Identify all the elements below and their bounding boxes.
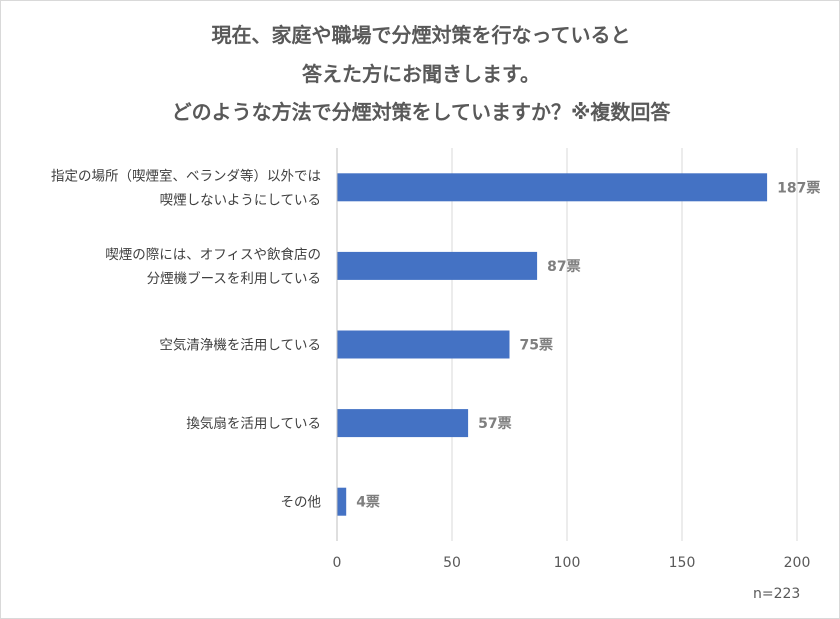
sample-size-note: n=223: [753, 586, 801, 602]
data-label: 4票: [356, 495, 380, 511]
category-label: 換気扇を活用している: [186, 416, 321, 432]
x-tick-label: 200: [784, 555, 811, 571]
bar: [337, 487, 347, 516]
x-tick-label: 150: [669, 555, 696, 571]
bar: [337, 330, 510, 359]
category-label: 指定の場所（喫煙室、ベランダ等）以外では: [51, 167, 321, 184]
bar: [337, 251, 538, 280]
x-tick-label: 100: [554, 555, 581, 571]
category-label: 喫煙しないようにしている: [160, 192, 321, 208]
x-tick-label: 0: [333, 555, 342, 571]
bar: [337, 409, 469, 438]
category-label: 空気清浄機を活用している: [159, 338, 321, 354]
chart-title-line-2: 答えた方にお聞きします。: [302, 62, 540, 86]
data-label: 75票: [520, 338, 553, 354]
bar: [337, 173, 768, 202]
category-label: 分煙機ブースを利用している: [147, 270, 321, 287]
x-tick-label: 50: [443, 555, 461, 571]
chart-title-line-3: どのような方法で分煙対策をしていますか？※複数回答: [171, 100, 671, 124]
category-label: その他: [281, 495, 322, 511]
chart-title-line-1: 現在、家庭や職場で分煙対策を行なっていると: [211, 23, 631, 47]
category-label: 喫煙の際には、オフィスや飲食店の: [105, 246, 321, 263]
data-label: 187票: [777, 180, 820, 196]
data-label: 87票: [547, 259, 580, 275]
data-label: 57票: [478, 416, 511, 432]
